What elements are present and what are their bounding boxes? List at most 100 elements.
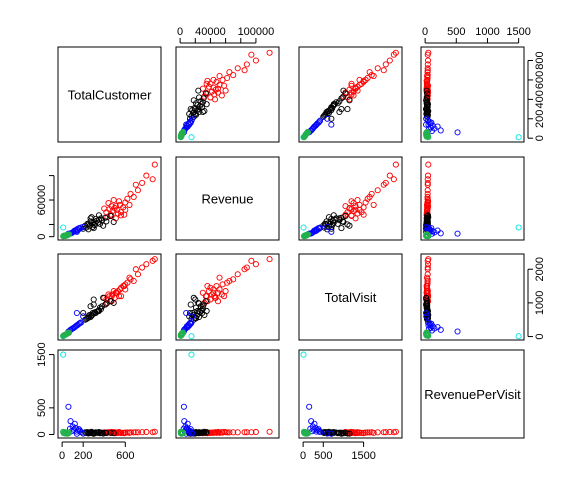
data-point (65, 429, 73, 436)
data-point (424, 266, 431, 273)
data-point (424, 108, 431, 116)
data-point (226, 69, 233, 76)
data-point (356, 76, 363, 83)
data-point (252, 261, 259, 268)
data-point (190, 294, 197, 301)
data-point (183, 309, 190, 317)
panel-TotalCustomer-vs-TotalVisit (298, 46, 403, 143)
data-point (423, 130, 430, 137)
data-point (366, 429, 373, 436)
data-point (132, 429, 139, 436)
data-point (203, 80, 210, 87)
data-point (139, 429, 146, 436)
data-point (216, 429, 223, 436)
data-point (195, 430, 202, 437)
data-point (352, 430, 359, 437)
data-point (352, 85, 359, 92)
data-point (107, 212, 114, 219)
data-point (64, 430, 71, 437)
data-point (180, 403, 187, 410)
data-point (186, 313, 193, 320)
data-point (437, 127, 444, 134)
data-point (95, 307, 103, 315)
data-point (344, 430, 351, 437)
data-point (134, 187, 141, 194)
data-point (382, 429, 389, 436)
data-point (118, 429, 125, 436)
data-point (300, 134, 307, 141)
tick-label: 200 (74, 450, 92, 462)
panel-layer: TotalCustomer Revenue TotalVisit RevenuePer… (57, 46, 525, 439)
data-point (424, 90, 431, 97)
data-point (180, 128, 187, 135)
data-point (188, 333, 195, 340)
tick-label: 500 (447, 26, 465, 38)
data-point (424, 329, 431, 336)
data-point (122, 206, 129, 213)
data-point (328, 115, 335, 122)
data-point (124, 195, 131, 202)
data-point (315, 426, 322, 433)
data-point (110, 218, 117, 226)
data-point (330, 212, 337, 219)
panel-RevenuePerVisit-vs-RevenuePerVisit (420, 349, 525, 439)
data-point (454, 328, 461, 335)
data-point (392, 161, 399, 168)
data-point (434, 123, 441, 130)
data-point (139, 179, 146, 186)
data-point (390, 176, 397, 183)
data-point (428, 320, 435, 327)
data-point (65, 403, 72, 410)
data-point (134, 429, 141, 436)
data-point (423, 115, 430, 122)
data-point (199, 303, 206, 310)
panel-RevenuePerVisit-vs-TotalCustomer (57, 349, 162, 439)
data-point (248, 429, 255, 436)
data-point (423, 283, 430, 290)
data-point (88, 311, 95, 319)
data-point (130, 429, 137, 436)
data-point (234, 65, 241, 72)
data-point (338, 225, 345, 232)
data-point (360, 430, 367, 437)
tick-label: 1000 (534, 291, 546, 315)
data-point (90, 221, 97, 228)
panel-Revenue-vs-TotalVisit (298, 156, 403, 241)
data-point (358, 429, 365, 437)
data-point (425, 256, 432, 263)
data-point (189, 106, 196, 114)
data-point (300, 233, 307, 240)
tick-label: 100000 (238, 26, 275, 38)
data-point (454, 230, 461, 237)
data-point (303, 232, 310, 239)
data-point (203, 307, 210, 315)
data-point (300, 351, 307, 358)
data-point (370, 429, 377, 436)
data-point (118, 293, 125, 300)
data-point (218, 92, 225, 99)
tick-label: 2000 (534, 257, 546, 281)
data-point (374, 65, 381, 72)
data-point (339, 94, 346, 101)
tick-label: 400 (534, 90, 546, 108)
tick-label: 1500 (351, 450, 375, 462)
data-point (78, 319, 85, 326)
panel-RevenuePerVisit-vs-Revenue (175, 349, 280, 439)
tick-label: 0 (300, 450, 306, 462)
data-point (224, 429, 231, 436)
data-point (108, 203, 115, 210)
data-point (80, 430, 87, 437)
data-point (211, 96, 219, 103)
data-point (100, 294, 107, 301)
data-point (224, 74, 231, 82)
data-point (324, 115, 331, 122)
data-point (101, 205, 108, 212)
data-point (330, 101, 337, 108)
data-point (380, 67, 387, 74)
data-point (423, 121, 430, 128)
data-point (515, 333, 522, 340)
data-point (124, 279, 131, 286)
data-point (374, 187, 381, 194)
data-point (143, 261, 150, 268)
data-point (454, 129, 461, 136)
